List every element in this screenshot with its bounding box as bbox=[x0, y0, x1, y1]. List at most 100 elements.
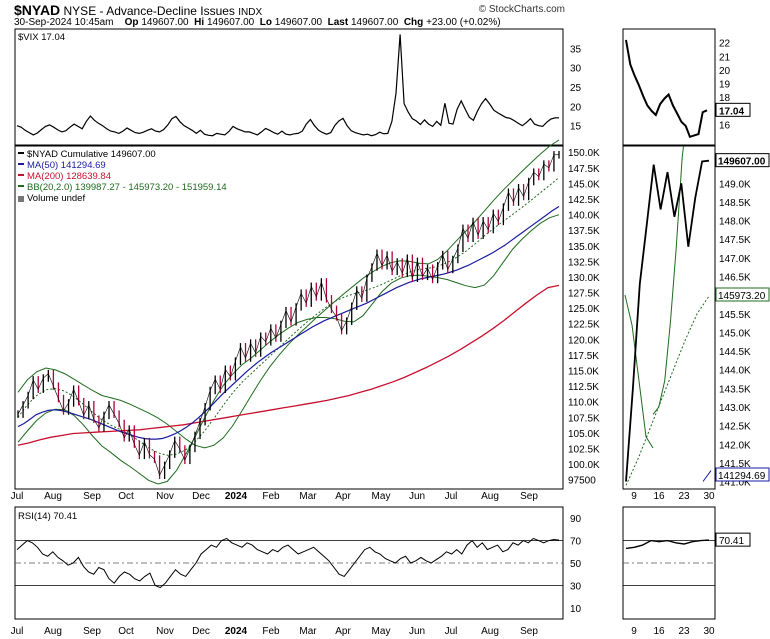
legend-ma200: MA(200) 128639.84 bbox=[27, 171, 111, 182]
symbol: $NYAD bbox=[14, 2, 61, 18]
rsi-x-tick-label: May bbox=[372, 626, 391, 637]
rsi-y-tick-label: 30 bbox=[570, 581, 582, 592]
nyad-x-tick-label: Dec bbox=[192, 491, 210, 502]
nyad-y-tick-label: 130.0K bbox=[568, 273, 600, 284]
nyad-x-tick-label: May bbox=[372, 491, 391, 502]
vix-zoom-frame bbox=[622, 28, 716, 146]
vix-y-tick-label: 20 bbox=[570, 102, 582, 113]
vix-y-tick-label: 15 bbox=[570, 122, 582, 133]
hi-label: Hi bbox=[194, 17, 205, 28]
nyad-x-tick-label: Oct bbox=[118, 491, 134, 502]
rsi-x-tick-label: Mar bbox=[299, 626, 317, 637]
nyad-zoom-y-tick-label: 143.5K bbox=[719, 384, 751, 395]
vix-y-tick-label: 35 bbox=[570, 44, 582, 55]
vix-y-tick-label: 25 bbox=[570, 83, 582, 94]
nyad-x-tick-label: Sep bbox=[520, 491, 538, 502]
rsi-y-tick-label: 10 bbox=[570, 604, 582, 615]
nyad-zoom-y-tick-label: 145.5K bbox=[719, 310, 751, 321]
rsi-zoom-x-tick-label: 16 bbox=[653, 626, 665, 637]
nyad-zoom-x-tick-label: 16 bbox=[653, 491, 665, 502]
zoom-ma50-line bbox=[702, 470, 712, 482]
nyad-zoom-y-tick-label: 148.5K bbox=[719, 198, 751, 209]
legend-swatch-ma200 bbox=[18, 174, 24, 176]
nyad-y-tick-label: 97500 bbox=[568, 476, 596, 487]
nyad-zoom-x-tick-label: 30 bbox=[703, 491, 715, 502]
vix-zoom-y-tick-label: 19 bbox=[719, 80, 731, 91]
bb-mid-badge bbox=[715, 287, 770, 302]
rsi-x-tick-label: Oct bbox=[118, 626, 134, 637]
nyad-y-tick-label: 147.5K bbox=[568, 164, 600, 175]
nyad-last-label: 149607.00 bbox=[718, 157, 766, 168]
vix-legend: $VIX 17.04 bbox=[18, 32, 65, 43]
nyad-zoom-y-tick-label: 145.0K bbox=[719, 328, 751, 339]
nyad-y-tick-label: 105.0K bbox=[568, 429, 600, 440]
legend-ma50: MA(50) 141294.69 bbox=[27, 160, 106, 171]
rsi-x-tick-label: Sep bbox=[520, 626, 538, 637]
rsi-x-tick-label: Jul bbox=[445, 626, 458, 637]
nyad-zoom-y-tick-label: 144.0K bbox=[719, 366, 751, 377]
nyad-y-tick-label: 102.5K bbox=[568, 444, 600, 455]
chg-value: +23.00 (+0.02%) bbox=[426, 17, 501, 28]
nyad-x-tick-label: Aug bbox=[44, 491, 62, 502]
rsi-x-tick-label: 2024 bbox=[225, 626, 248, 637]
nyad-x-tick-label: Aug bbox=[481, 491, 499, 502]
rsi-y-tick-label: 50 bbox=[570, 559, 582, 570]
exchange: INDX bbox=[238, 7, 263, 18]
vix-last-badge bbox=[715, 102, 751, 117]
bb-lower-line bbox=[17, 214, 560, 485]
ma50-line bbox=[17, 205, 560, 440]
quote-date: 30-Sep-2024 10:45am bbox=[14, 17, 114, 28]
nyad-y-tick-label: 150.0K bbox=[568, 148, 600, 159]
rsi-x-tick-label: Sep bbox=[83, 626, 101, 637]
legend-swatch-vol bbox=[18, 196, 24, 202]
nyad-x-tick-label: Feb bbox=[262, 491, 280, 502]
nyad-zoom-y-tick-label: 141.5K bbox=[719, 459, 751, 470]
rsi-x-tick-label: Aug bbox=[44, 626, 62, 637]
vix-zoom-line bbox=[625, 39, 708, 139]
nyad-zoom-y-tick-label: 141.0K bbox=[719, 478, 751, 489]
price-line bbox=[17, 154, 560, 477]
nyad-x-tick-label: Jun bbox=[409, 491, 425, 502]
nyad-y-tick-label: 115.0K bbox=[568, 367, 599, 378]
rsi-y-tick-label: 70 bbox=[570, 537, 582, 548]
vix-zoom-y-tick-label: 18 bbox=[719, 93, 731, 104]
legend-swatch-price bbox=[18, 152, 24, 154]
vix-zoom-y-tick-label: 16 bbox=[719, 121, 731, 132]
bb-upper-line bbox=[17, 139, 560, 449]
rsi-x-tick-label: Dec bbox=[192, 626, 210, 637]
nyad-zoom-y-tick-label: 146.5K bbox=[719, 272, 751, 283]
op-label: Op bbox=[124, 17, 139, 28]
lo-label: Lo bbox=[259, 17, 273, 28]
legend-price: $NYAD Cumulative 149607.00 bbox=[27, 149, 156, 160]
nyad-zoom-y-tick-label: 144.5K bbox=[719, 347, 751, 358]
nyad-x-tick-label: Mar bbox=[299, 491, 317, 502]
vix-last-label: 17.04 bbox=[719, 106, 744, 117]
nyad-zoom-y-tick-label: 149.0K bbox=[719, 179, 751, 190]
nyad-zoom-frame bbox=[622, 145, 716, 490]
bb-mid-label: 145973.20 bbox=[718, 291, 766, 302]
op-value: 149607.00 bbox=[141, 17, 189, 28]
nyad-y-tick-label: 125.0K bbox=[568, 304, 600, 315]
nyad-zoom-y-tick-label: 142.5K bbox=[719, 422, 751, 433]
nyad-zoom-x-tick-label: 23 bbox=[678, 491, 690, 502]
chg-label: Chg bbox=[403, 17, 424, 28]
nyad-y-tick-label: 110.0K bbox=[568, 398, 599, 409]
nyad-y-tick-label: 135.0K bbox=[568, 242, 600, 253]
nyad-y-tick-label: 145.0K bbox=[568, 179, 600, 190]
rsi-line bbox=[16, 537, 560, 589]
nyad-y-tick-label: 100.0K bbox=[568, 460, 600, 471]
nyad-x-tick-label: 2024 bbox=[225, 491, 248, 502]
nyad-y-tick-label: 117.5K bbox=[568, 351, 599, 362]
vix-line bbox=[16, 34, 560, 137]
rsi-x-tick-label: Aug bbox=[481, 626, 499, 637]
nyad-panel-frame bbox=[14, 145, 564, 490]
legend-swatch-ma50 bbox=[18, 163, 24, 165]
nyad-x-tick-label: Jul bbox=[11, 491, 24, 502]
rsi-zoom-x-tick-label: 23 bbox=[678, 626, 690, 637]
chart-title: $NYAD NYSE - Advance-Decline Issues INDX bbox=[14, 2, 262, 18]
nyad-zoom-y-tick-label: 147.0K bbox=[719, 254, 751, 265]
chart-header: $NYAD NYSE - Advance-Decline Issues INDX… bbox=[0, 0, 770, 30]
ma200-line bbox=[17, 284, 560, 446]
nyad-y-tick-label: 120.0K bbox=[568, 335, 600, 346]
bb-middle-line bbox=[17, 177, 560, 456]
